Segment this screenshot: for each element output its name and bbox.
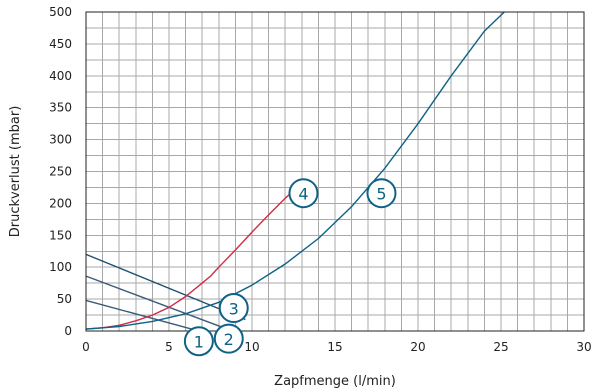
marker-label: 5 — [376, 185, 386, 204]
marker-circle — [183, 326, 214, 357]
x-tick-label: 30 — [576, 340, 591, 354]
curve-marker-1: 1 — [183, 326, 214, 357]
curve-marker-4: 4 — [288, 178, 319, 209]
x-axis-title: Zapfmenge (l/min) — [274, 374, 396, 389]
marker-circle — [288, 178, 319, 209]
marker-label: 4 — [298, 185, 308, 204]
y-axis-ticks: 0 50 100 150 200 250 300 350 400 450 500 — [49, 5, 72, 338]
curve-4 — [85, 190, 294, 330]
y-tick-label: 400 — [49, 69, 72, 83]
y-tick-label: 250 — [49, 165, 72, 179]
y-tick-label: 50 — [57, 292, 72, 306]
marker-label: 1 — [194, 333, 204, 352]
x-tick-label: 10 — [244, 340, 259, 354]
marker-label: 2 — [224, 330, 234, 349]
marker-label: 3 — [229, 300, 239, 319]
marker-circle — [366, 178, 397, 209]
y-tick-label: 450 — [49, 37, 72, 51]
x-tick-label: 5 — [165, 340, 173, 354]
marker-circle — [218, 293, 249, 324]
x-tick-label: 15 — [327, 340, 342, 354]
y-tick-label: 500 — [49, 5, 72, 19]
curves — [85, 11, 505, 331]
x-tick-label: 25 — [493, 340, 508, 354]
y-tick-label: 200 — [49, 196, 72, 210]
y-tick-label: 300 — [49, 133, 72, 147]
y-axis-title: Druckverlust (mbar) — [8, 106, 23, 238]
curve-markers: 1 2 3 4 5 — [183, 178, 397, 357]
curve-marker-3: 3 — [218, 293, 249, 324]
grid — [86, 12, 584, 331]
y-tick-label: 150 — [49, 228, 72, 242]
y-tick-label: 350 — [49, 101, 72, 115]
marker-circle — [213, 323, 244, 354]
curve-2 — [85, 275, 230, 331]
plot-frame — [85, 11, 585, 332]
y-tick-label: 0 — [64, 324, 72, 338]
curve-5 — [85, 11, 505, 330]
x-tick-label: 20 — [410, 340, 425, 354]
curve-1 — [85, 299, 195, 331]
curve-marker-5: 5 — [366, 178, 397, 209]
curve-marker-2: 2 — [213, 323, 244, 354]
x-tick-label: 0 — [82, 340, 90, 354]
x-axis-ticks: 0 5 10 15 20 25 30 — [82, 340, 591, 354]
y-tick-label: 100 — [49, 260, 72, 274]
